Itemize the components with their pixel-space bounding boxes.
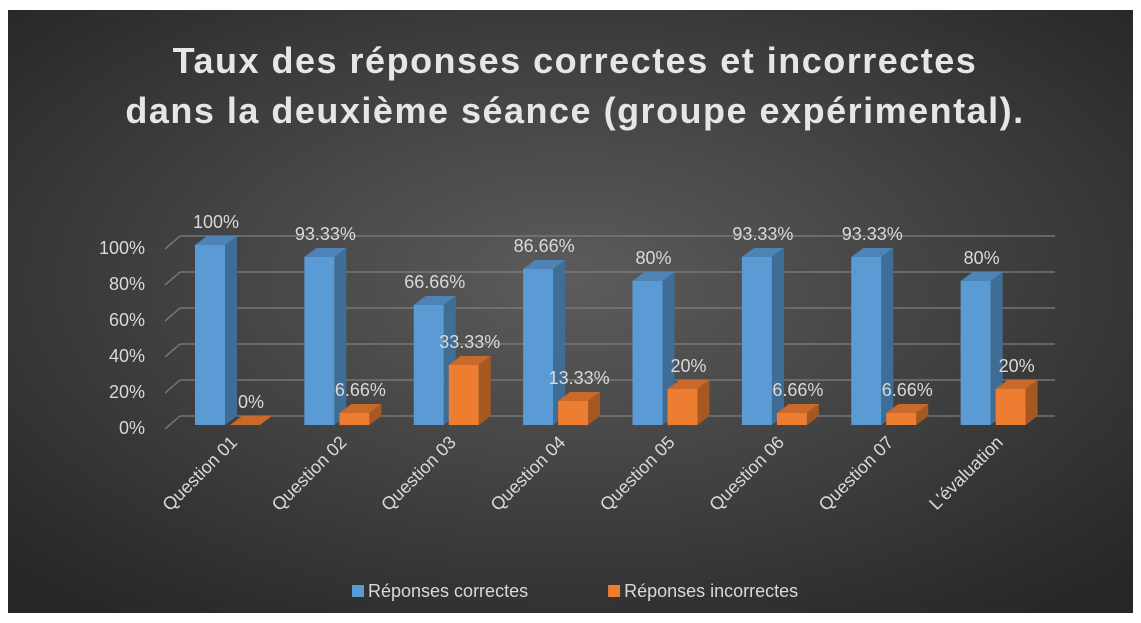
bar-side <box>553 260 566 425</box>
bar-side <box>1025 380 1038 425</box>
data-label: 100% <box>193 212 239 232</box>
data-label: 6.66% <box>882 380 933 400</box>
y-tick-label: 40% <box>109 346 145 366</box>
data-label: 20% <box>999 356 1035 376</box>
bar-top <box>667 380 710 389</box>
bar <box>448 356 491 425</box>
bar <box>304 248 347 425</box>
data-label: 93.33% <box>842 224 903 244</box>
bar-side <box>916 404 929 425</box>
bar-side <box>806 404 819 425</box>
bar-top <box>448 356 491 366</box>
bar-front <box>886 413 917 425</box>
bar-front <box>523 269 554 425</box>
bar-front <box>632 281 663 425</box>
data-label: 93.33% <box>732 224 793 244</box>
bar-top <box>995 380 1038 389</box>
bar-front <box>448 365 479 425</box>
bar <box>195 236 237 425</box>
bar-side <box>881 248 894 425</box>
bar-top <box>304 248 347 258</box>
bar-side <box>697 380 710 425</box>
bar-top <box>632 272 675 281</box>
grid-line <box>164 235 1055 250</box>
bar-top <box>413 296 456 306</box>
legend-label: Réponses correctes <box>368 581 528 601</box>
y-tick-label: 100% <box>99 238 145 258</box>
bar-side <box>771 248 784 425</box>
bar <box>851 248 894 425</box>
bar-front <box>995 389 1026 425</box>
bar-front <box>960 281 991 425</box>
chart-title: Taux des réponses correctes et incorrect… <box>125 40 1025 131</box>
bar-top <box>339 404 382 414</box>
data-label: 80% <box>635 248 671 268</box>
bar-front <box>339 413 370 425</box>
data-label: 93.33% <box>295 224 356 244</box>
bar-front <box>667 389 698 425</box>
legend-swatch <box>352 585 364 597</box>
bar-front <box>558 401 589 425</box>
bar <box>886 404 929 425</box>
bar-top <box>851 248 894 258</box>
bar-front <box>413 305 444 425</box>
legend-swatch <box>608 585 621 597</box>
bar-top <box>195 236 237 245</box>
bar <box>523 260 566 425</box>
bar-top <box>776 404 819 414</box>
bar-side <box>588 392 601 425</box>
bar-top <box>960 272 1003 281</box>
data-label: 66.66% <box>404 272 465 292</box>
data-label: 33.33% <box>439 332 500 352</box>
y-tick-label: 80% <box>109 274 145 294</box>
data-label: 6.66% <box>335 380 386 400</box>
bar-side <box>369 404 382 425</box>
bar <box>995 380 1038 425</box>
bar-front <box>776 413 807 425</box>
bar <box>339 404 382 425</box>
bar-top <box>741 248 784 258</box>
bar <box>776 404 819 425</box>
bar-front <box>851 257 882 425</box>
data-label: 0% <box>238 392 264 412</box>
bar-top <box>558 392 601 402</box>
bar <box>558 392 601 425</box>
bar <box>632 272 675 425</box>
data-label: 6.66% <box>772 380 823 400</box>
bar-top <box>230 416 272 425</box>
bar <box>230 416 272 425</box>
legend-label: Réponses incorrectes <box>624 581 798 601</box>
bar-top <box>523 260 566 270</box>
bar <box>741 248 784 425</box>
bar-top <box>886 404 929 414</box>
data-label: 13.33% <box>549 368 610 388</box>
bar-front <box>304 257 335 425</box>
y-tick-label: 60% <box>109 310 145 330</box>
bar-side <box>334 248 347 425</box>
y-tick-label: 20% <box>109 382 145 402</box>
bar-front <box>195 245 225 425</box>
bar-side <box>225 236 237 425</box>
bar-side <box>478 356 491 425</box>
data-label: 20% <box>670 356 706 376</box>
bar-front <box>741 257 772 425</box>
y-tick-label: 0% <box>119 418 145 438</box>
bar <box>667 380 710 425</box>
data-label: 80% <box>964 248 1000 268</box>
data-label: 86.66% <box>514 236 575 256</box>
